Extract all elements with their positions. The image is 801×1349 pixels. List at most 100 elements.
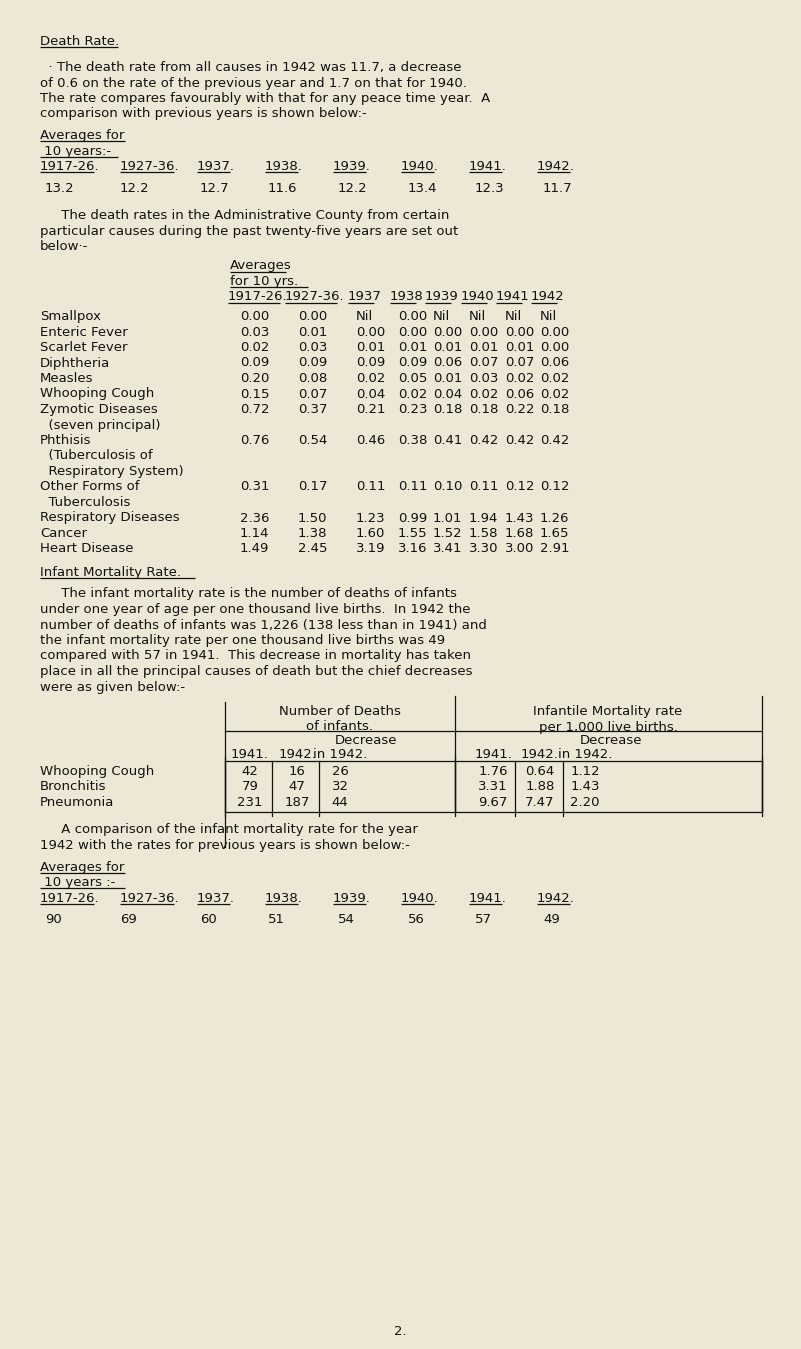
Text: 47: 47 [288, 781, 305, 793]
Text: 1938.: 1938. [265, 161, 303, 173]
Text: 1937.: 1937. [197, 161, 235, 173]
Text: 1939: 1939 [425, 290, 459, 304]
Text: 11.7: 11.7 [543, 182, 573, 194]
Text: 13.4: 13.4 [408, 182, 437, 194]
Text: 69: 69 [120, 913, 137, 925]
Text: · The death rate from all causes in 1942 was 11.7, a decrease: · The death rate from all causes in 1942… [40, 61, 461, 74]
Text: 0.00: 0.00 [398, 310, 427, 322]
Text: 1927-36.: 1927-36. [120, 892, 179, 904]
Text: 187: 187 [284, 796, 310, 809]
Text: the infant mortality rate per one thousand live births was 49: the infant mortality rate per one thousa… [40, 634, 445, 648]
Text: 0.11: 0.11 [469, 480, 498, 494]
Text: Phthisis: Phthisis [40, 434, 91, 447]
Text: 0.04: 0.04 [433, 387, 462, 401]
Text: 0.20: 0.20 [240, 372, 269, 384]
Text: 1937: 1937 [348, 290, 382, 304]
Text: 0.07: 0.07 [469, 356, 498, 370]
Text: 0.01: 0.01 [469, 341, 498, 353]
Text: 0.09: 0.09 [398, 356, 427, 370]
Text: 0.01: 0.01 [433, 372, 462, 384]
Text: 12.7: 12.7 [200, 182, 230, 194]
Text: 1939.: 1939. [333, 892, 371, 904]
Text: 1941.: 1941. [474, 749, 512, 761]
Text: Respiratory System): Respiratory System) [40, 465, 183, 478]
Text: (Tuberculosis of: (Tuberculosis of [40, 449, 153, 463]
Text: 0.01: 0.01 [433, 341, 462, 353]
Text: 0.42: 0.42 [469, 434, 498, 447]
Text: 56: 56 [408, 913, 425, 925]
Text: 1938: 1938 [390, 290, 424, 304]
Text: of 0.6 on the rate of the previous year and 1.7 on that for 1940.: of 0.6 on the rate of the previous year … [40, 77, 467, 89]
Text: 0.00: 0.00 [356, 325, 385, 339]
Text: 0.21: 0.21 [356, 403, 385, 415]
Text: Number of Deaths: Number of Deaths [279, 706, 401, 718]
Text: 0.11: 0.11 [398, 480, 428, 494]
Text: 0.99: 0.99 [398, 511, 427, 525]
Text: Nil: Nil [505, 310, 522, 322]
Text: Scarlet Fever: Scarlet Fever [40, 341, 127, 353]
Text: Tuberculosis: Tuberculosis [40, 496, 131, 509]
Text: 1942: 1942 [531, 290, 565, 304]
Text: 12.3: 12.3 [475, 182, 505, 194]
Text: Bronchitis: Bronchitis [40, 781, 107, 793]
Text: Decrease: Decrease [580, 734, 642, 747]
Text: Death Rate.: Death Rate. [40, 35, 119, 49]
Text: 1940.: 1940. [401, 892, 439, 904]
Text: for 10 yrs.: for 10 yrs. [230, 275, 298, 287]
Text: 42: 42 [242, 765, 259, 778]
Text: 1.52: 1.52 [433, 527, 463, 540]
Text: 1940.: 1940. [401, 161, 439, 173]
Text: 1.43: 1.43 [505, 511, 534, 525]
Text: 0.03: 0.03 [469, 372, 498, 384]
Text: 3.00: 3.00 [505, 542, 534, 556]
Text: 0.00: 0.00 [540, 341, 570, 353]
Text: 13.2: 13.2 [45, 182, 74, 194]
Text: Nil: Nil [356, 310, 373, 322]
Text: 1939.: 1939. [333, 161, 371, 173]
Text: 0.37: 0.37 [298, 403, 328, 415]
Text: 0.08: 0.08 [298, 372, 328, 384]
Text: 1.68: 1.68 [505, 527, 534, 540]
Text: 1.50: 1.50 [298, 511, 328, 525]
Text: under one year of age per one thousand live births.  In 1942 the: under one year of age per one thousand l… [40, 603, 470, 616]
Text: 0.02: 0.02 [398, 387, 428, 401]
Text: 1942 with the rates for previous years is shown below:-: 1942 with the rates for previous years i… [40, 839, 410, 853]
Text: Infantile Mortality rate: Infantile Mortality rate [533, 706, 682, 718]
Text: Averages for: Averages for [40, 130, 124, 142]
Text: 0.12: 0.12 [540, 480, 570, 494]
Text: 0.46: 0.46 [356, 434, 385, 447]
Text: 2.45: 2.45 [298, 542, 328, 556]
Text: 3.31: 3.31 [478, 781, 508, 793]
Text: The death rates in the Administrative County from certain: The death rates in the Administrative Co… [40, 209, 449, 223]
Text: 0.22: 0.22 [505, 403, 534, 415]
Text: 231: 231 [237, 796, 263, 809]
Text: 0.76: 0.76 [240, 434, 269, 447]
Text: of infants.: of infants. [307, 720, 373, 734]
Text: 0.07: 0.07 [505, 356, 534, 370]
Text: 1.58: 1.58 [469, 527, 498, 540]
Text: 2.20: 2.20 [570, 796, 600, 809]
Text: 1.38: 1.38 [298, 527, 328, 540]
Text: Whooping Cough: Whooping Cough [40, 387, 155, 401]
Text: 0.02: 0.02 [469, 387, 498, 401]
Text: per 1,000 live births.: per 1,000 live births. [538, 720, 678, 734]
Text: 0.02: 0.02 [540, 387, 570, 401]
Text: 11.6: 11.6 [268, 182, 297, 194]
Text: 3.41: 3.41 [433, 542, 462, 556]
Text: compared with 57 in 1941.  This decrease in mortality has taken: compared with 57 in 1941. This decrease … [40, 649, 471, 662]
Text: 0.10: 0.10 [433, 480, 462, 494]
Text: 2.36: 2.36 [240, 511, 269, 525]
Text: 0.00: 0.00 [505, 325, 534, 339]
Text: Pneumonia: Pneumonia [40, 796, 115, 809]
Text: 0.03: 0.03 [298, 341, 328, 353]
Text: 0.00: 0.00 [298, 310, 328, 322]
Text: Nil: Nil [540, 310, 557, 322]
Text: 1938.: 1938. [265, 892, 303, 904]
Text: 0.17: 0.17 [298, 480, 328, 494]
Text: 0.01: 0.01 [505, 341, 534, 353]
Text: particular causes during the past twenty-five years are set out: particular causes during the past twenty… [40, 224, 458, 237]
Text: The infant mortality rate is the number of deaths of infants: The infant mortality rate is the number … [40, 588, 457, 600]
Text: 44: 44 [332, 796, 348, 809]
Text: 0.01: 0.01 [398, 341, 428, 353]
Text: 79: 79 [242, 781, 259, 793]
